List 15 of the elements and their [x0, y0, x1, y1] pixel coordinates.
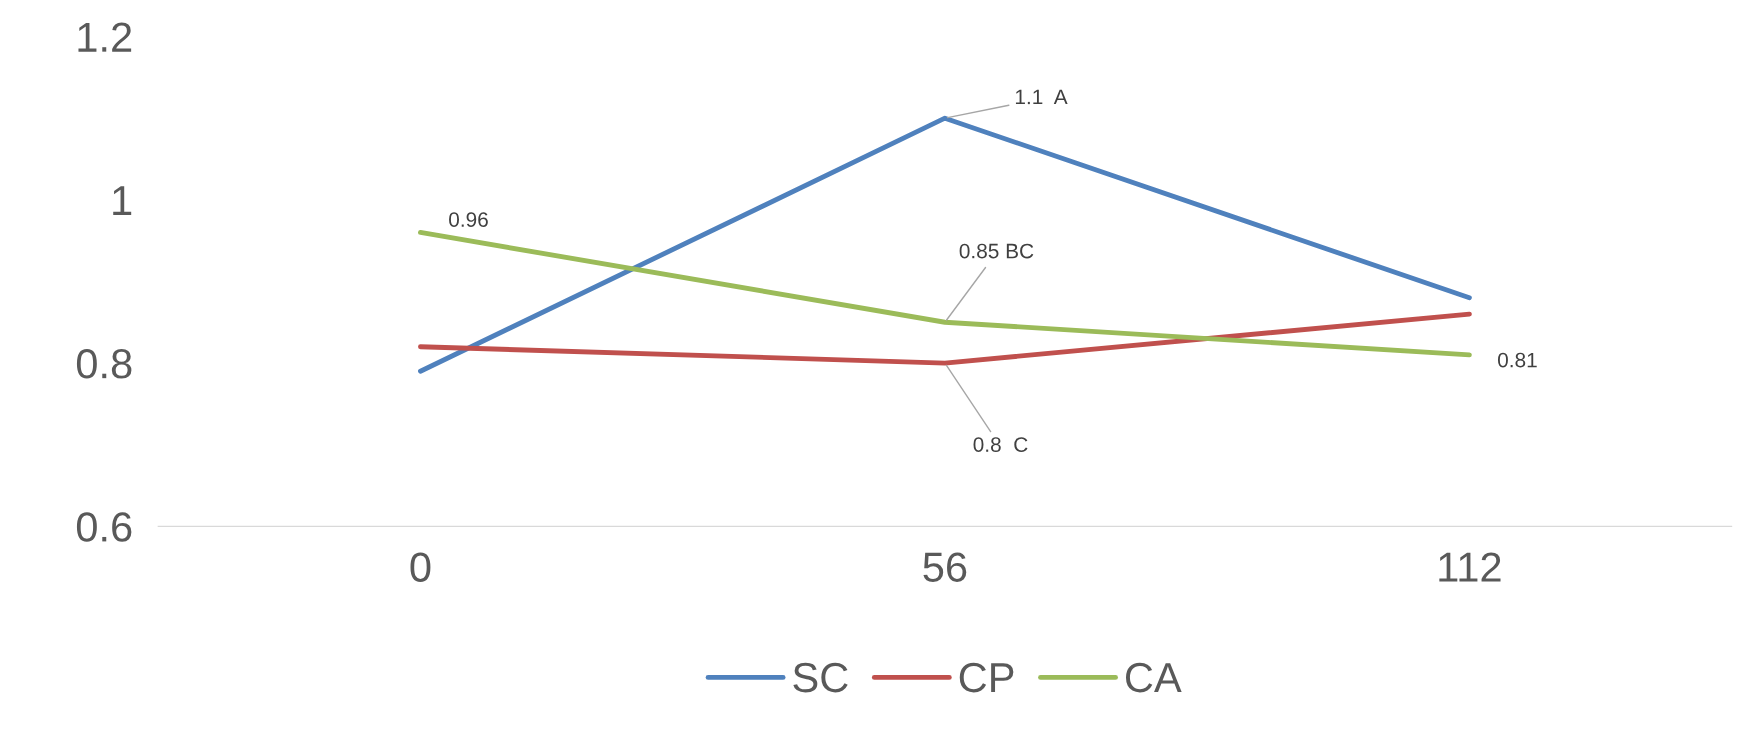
- y-tick-label: 0.6: [76, 512, 132, 542]
- annotation: 1.1 A: [1015, 89, 1068, 105]
- y-tick-label: 1: [113, 186, 132, 215]
- legend-label: CP: [959, 662, 1014, 693]
- x-tick-label: 112: [1439, 552, 1501, 582]
- legend-label: SC: [793, 662, 848, 693]
- annotation: 0.81: [1497, 352, 1537, 368]
- annotation: 0.96: [449, 212, 488, 227]
- y-tick-label: 0.8: [76, 349, 132, 379]
- annotation: 0.85 BC: [959, 243, 1034, 259]
- annotation: 0.8 C: [973, 437, 1028, 452]
- x-tick-label: 56: [923, 552, 967, 582]
- legend-label: CA: [1125, 662, 1182, 693]
- x-tick-label: 0: [410, 552, 431, 582]
- y-tick-label: 1.2: [78, 22, 132, 52]
